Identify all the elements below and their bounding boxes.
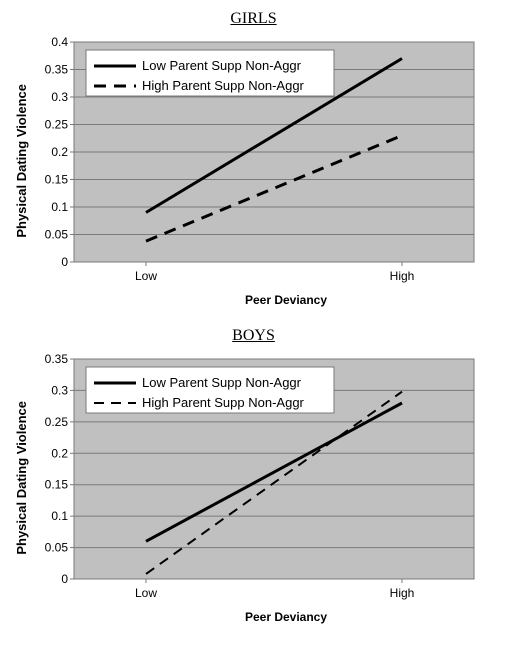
y-tick-label: 0.05	[45, 228, 69, 242]
legend-label: High Parent Supp Non-Aggr	[142, 78, 305, 93]
legend-label: High Parent Supp Non-Aggr	[142, 395, 305, 410]
y-axis-label: Physical Dating Violence	[10, 401, 29, 555]
y-tick-label: 0.15	[45, 173, 69, 187]
y-tick-label: 0.3	[51, 90, 68, 104]
chart-svg: 0 0.05 0.1 0.15 0.2 0.25 0.3 0.35 0.4 Low High Low …	[29, 34, 484, 287]
y-tick-label: 0.25	[45, 415, 69, 429]
y-tick-label: 0.15	[45, 478, 69, 492]
y-tick-label: 0.1	[51, 509, 68, 523]
chart-svg: 0 0.05 0.1 0.15 0.2 0.25 0.3 0.35 Low High Low Par…	[29, 351, 484, 604]
y-tick-label: 0.35	[45, 63, 69, 77]
x-axis-label: Peer Deviancy	[75, 293, 497, 307]
y-tick-label: 0.3	[51, 383, 68, 397]
x-tick-label: High	[390, 269, 415, 283]
chart-title: GIRLS	[10, 10, 497, 28]
chart-boys: BOYS Physical Dating Violence 0 0.05 0.1 0.15…	[10, 327, 497, 624]
chart-title: BOYS	[10, 327, 497, 345]
x-tick-label: High	[390, 586, 415, 600]
y-tick-label: 0.2	[51, 145, 68, 159]
y-tick-label: 0.1	[51, 200, 68, 214]
x-axis-label: Peer Deviancy	[75, 610, 497, 624]
y-tick-label: 0.4	[51, 35, 68, 49]
chart-girls: GIRLS Physical Dating Violence 0 0.05 0.1 0.1…	[10, 10, 497, 307]
y-tick-label: 0	[61, 255, 68, 269]
x-tick-label: Low	[135, 269, 157, 283]
legend-label: Low Parent Supp Non-Aggr	[142, 375, 302, 390]
y-tick-label: 0.2	[51, 446, 68, 460]
y-tick-label: 0.35	[45, 352, 69, 366]
chart-wrap: Physical Dating Violence00.050.10.150.20…	[10, 34, 497, 287]
legend-label: Low Parent Supp Non-Aggr	[142, 58, 302, 73]
chart-wrap: Physical Dating Violence00.050.10.150.20…	[10, 351, 497, 604]
y-tick-label: 0	[61, 572, 68, 586]
y-tick-label: 0.05	[45, 541, 69, 555]
y-axis-label: Physical Dating Violence	[10, 84, 29, 238]
y-tick-label: 0.25	[45, 118, 69, 132]
x-tick-label: Low	[135, 586, 157, 600]
